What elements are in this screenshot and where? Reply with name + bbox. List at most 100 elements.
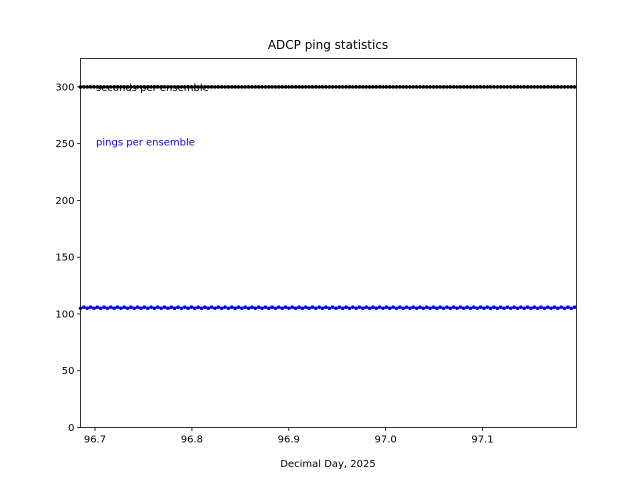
data-point — [515, 306, 520, 311]
data-point — [495, 306, 500, 311]
data-point — [246, 85, 251, 89]
data-point — [552, 305, 557, 309]
data-point — [498, 305, 503, 309]
data-point — [562, 85, 567, 89]
data-point — [206, 85, 211, 89]
data-point — [172, 306, 177, 311]
data-point — [166, 85, 170, 89]
data-point — [293, 85, 298, 89]
data-point — [226, 306, 231, 311]
data-point — [441, 306, 446, 311]
y-tick-label: 100 — [55, 309, 74, 320]
data-point — [263, 85, 268, 89]
data-point — [512, 305, 516, 309]
data-point — [85, 85, 90, 89]
data-point — [307, 85, 311, 89]
data-point — [189, 305, 194, 309]
data-point — [203, 305, 207, 309]
data-point — [485, 305, 490, 309]
data-point — [488, 85, 493, 89]
data-point — [529, 85, 533, 89]
data-point — [364, 305, 369, 309]
data-point — [139, 85, 143, 89]
data-point — [532, 85, 537, 89]
data-point — [535, 85, 540, 89]
data-point — [408, 85, 412, 89]
data-point — [229, 305, 234, 309]
data-point — [482, 306, 486, 311]
data-point — [189, 85, 194, 89]
annotation-pings-per-ensemble: pings per ensemble — [96, 137, 195, 148]
data-point — [334, 306, 338, 311]
data-point — [468, 85, 473, 89]
data-point — [219, 85, 224, 89]
data-point — [229, 85, 234, 89]
data-point — [556, 85, 560, 89]
data-point — [374, 306, 379, 311]
data-point — [495, 85, 500, 89]
data-point — [132, 85, 137, 89]
data-point — [542, 85, 547, 89]
data-point — [404, 85, 409, 89]
data-point — [125, 306, 130, 311]
data-point — [166, 306, 170, 311]
data-point — [461, 306, 466, 311]
data-point — [216, 305, 221, 309]
data-point — [391, 85, 395, 89]
data-point — [162, 305, 167, 309]
data-point — [458, 305, 463, 309]
data-point — [508, 306, 513, 311]
data-point — [253, 306, 258, 311]
data-point — [159, 306, 163, 311]
data-point — [122, 85, 126, 89]
data-point — [115, 85, 120, 89]
data-point — [512, 85, 516, 89]
data-point — [448, 85, 453, 89]
data-point — [303, 305, 308, 309]
y-tick-label: 150 — [55, 253, 74, 264]
data-point — [340, 306, 345, 311]
data-point — [132, 306, 137, 311]
data-point — [300, 85, 305, 89]
data-point — [508, 85, 513, 89]
chart-title: ADCP ping statistics — [268, 38, 388, 52]
data-point — [545, 305, 550, 309]
data-point — [428, 85, 432, 89]
data-point — [472, 305, 476, 309]
data-point — [519, 85, 523, 89]
data-point — [556, 306, 560, 311]
data-point — [139, 306, 143, 311]
data-point — [98, 85, 103, 89]
data-point — [394, 85, 399, 89]
data-point — [324, 85, 328, 89]
data-point — [142, 85, 147, 89]
data-point — [549, 85, 553, 89]
data-point — [149, 85, 153, 89]
data-point — [401, 306, 406, 311]
data-point — [310, 305, 315, 309]
data-point — [361, 306, 365, 311]
y-tick-label: 50 — [62, 366, 75, 377]
data-point — [250, 85, 254, 89]
data-point — [156, 305, 160, 309]
annotation-seconds-per-ensemble: seconds per ensemble — [96, 83, 209, 94]
data-point — [525, 85, 530, 89]
data-point — [203, 85, 207, 89]
data-point — [186, 306, 190, 311]
data-point — [381, 85, 385, 89]
data-point — [502, 306, 506, 311]
data-point — [297, 85, 301, 89]
data-point — [569, 306, 574, 311]
data-point — [159, 85, 163, 89]
data-point — [88, 305, 93, 309]
data-point — [438, 85, 442, 89]
data-point — [95, 85, 100, 89]
data-point — [505, 85, 510, 89]
data-point — [317, 305, 321, 309]
data-point — [431, 305, 436, 309]
data-point — [152, 306, 157, 311]
data-point — [451, 85, 456, 89]
data-point — [88, 85, 93, 89]
data-point — [404, 305, 409, 309]
data-point — [438, 305, 442, 309]
